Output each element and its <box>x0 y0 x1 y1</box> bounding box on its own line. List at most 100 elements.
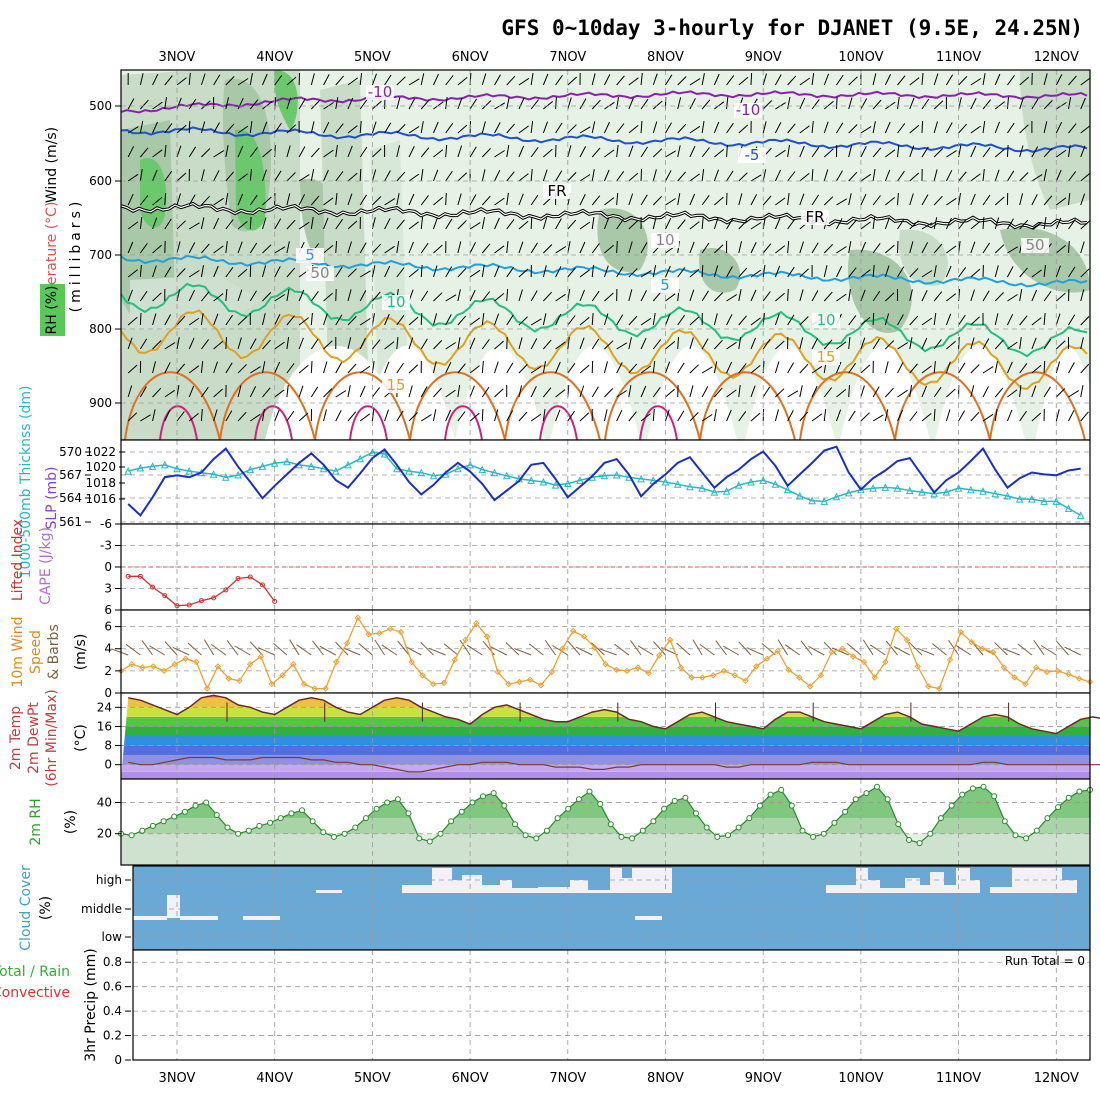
wind-barb <box>518 364 528 374</box>
rh2m-marker <box>533 835 540 842</box>
wind-barb <box>762 265 766 278</box>
wind-barb <box>481 195 491 206</box>
contour-label-bg <box>543 184 571 199</box>
cloud-gap <box>622 878 632 893</box>
wind-barb <box>152 149 163 158</box>
wind-barb <box>457 77 468 86</box>
wind-barb <box>1080 97 1086 110</box>
wind-barb <box>164 192 167 206</box>
wind-barb <box>1055 340 1066 350</box>
wind-barb <box>738 363 747 374</box>
wind-barb <box>542 169 548 182</box>
y-tick-label: -3 <box>100 539 112 553</box>
wind-barb <box>200 265 204 278</box>
wind-speed-marker <box>483 633 491 640</box>
wind-label-b: Speed <box>28 630 44 674</box>
wind-barb <box>298 194 306 206</box>
upper-mb-label: (millibars) <box>68 198 84 313</box>
wind-barb <box>579 385 585 398</box>
wind-barb <box>860 289 866 302</box>
wind-barb <box>1068 240 1070 254</box>
cloud-gap <box>432 868 452 893</box>
wind-barb <box>738 289 742 302</box>
temperature-contour <box>124 371 221 441</box>
wind-barb <box>811 194 820 206</box>
contour-label: FR <box>547 182 566 200</box>
wind-barb <box>982 194 991 206</box>
wind-barb <box>603 169 610 182</box>
wind-barb <box>262 265 267 278</box>
wind-speed-marker <box>311 685 319 692</box>
rh2m-marker <box>352 824 359 831</box>
wind-barb <box>726 361 733 374</box>
wind-barb <box>420 242 429 254</box>
wind-barb <box>310 291 319 302</box>
lifted-index-label: Lifted Index <box>10 519 26 601</box>
wind-barb <box>603 313 609 326</box>
wind-barb <box>701 414 713 422</box>
wind-barb <box>726 294 737 302</box>
thickness-marker <box>1052 497 1061 505</box>
wind-barb <box>457 172 468 182</box>
y-tick-label: 2 <box>104 664 112 678</box>
wind-barb <box>381 644 398 656</box>
wind-barb <box>1080 316 1090 326</box>
wind-barb <box>860 364 871 374</box>
wind-barb <box>164 389 175 398</box>
y-tick-label: 0.2 <box>103 1029 122 1043</box>
wind-barb <box>359 146 368 158</box>
wind-barb <box>1080 337 1084 350</box>
wind-barb <box>237 268 248 278</box>
wind-barb <box>637 645 654 656</box>
wind-barb <box>713 292 724 302</box>
wind-barb <box>286 193 291 206</box>
wind-barb <box>1007 246 1018 254</box>
y-tick-label: 4 <box>104 642 112 656</box>
thickness-marker <box>527 476 536 484</box>
wind-barb <box>286 337 290 350</box>
wind-barb <box>775 388 785 398</box>
wind-speed-marker <box>440 679 448 687</box>
wind-barb <box>213 340 224 350</box>
wind-speed-marker <box>903 636 911 644</box>
thickness-label: 1000-500mb Thicknss (dm) <box>18 386 34 579</box>
wind-barb <box>457 124 468 134</box>
rh2m-marker <box>501 802 508 809</box>
thickness-marker <box>686 482 694 491</box>
wind-barb <box>1043 265 1046 278</box>
wind-barb <box>518 77 530 86</box>
wind-barb <box>372 243 381 254</box>
wind-barb <box>616 145 619 158</box>
y-tick-label: 1022 <box>85 445 116 459</box>
wind-barb <box>141 640 153 656</box>
rh2m-marker <box>299 807 305 814</box>
wind-speed-marker <box>300 680 308 688</box>
wind-speed-marker <box>591 644 598 651</box>
wind-barb <box>982 169 985 182</box>
wind-barb <box>176 315 186 326</box>
wind-barb <box>494 293 505 302</box>
wind-barb <box>432 409 437 422</box>
wind-barb <box>347 241 352 254</box>
wind-barb <box>897 218 905 230</box>
wind-barb <box>970 97 977 110</box>
wind-barb <box>225 362 233 374</box>
wind-barb <box>139 217 143 230</box>
top-date-label: 4NOV <box>256 50 293 65</box>
cloud-gap <box>856 868 868 893</box>
wind-barb <box>164 97 167 110</box>
thickness-marker <box>905 486 914 495</box>
wind-barb <box>408 412 418 422</box>
wind-speed-marker <box>1000 664 1008 671</box>
contour-label-bg <box>651 233 679 248</box>
wind-speed-marker <box>451 656 459 664</box>
wind-speed-marker <box>871 674 878 681</box>
wind-barb <box>432 169 439 182</box>
wind-barb <box>152 121 158 134</box>
wind-barb <box>530 121 534 134</box>
cloud-label: Cloud Cover <box>18 865 34 951</box>
wind-barb <box>335 314 343 326</box>
temp-band <box>121 726 1090 736</box>
wind-barb <box>506 193 509 206</box>
wind-barb <box>396 336 399 350</box>
